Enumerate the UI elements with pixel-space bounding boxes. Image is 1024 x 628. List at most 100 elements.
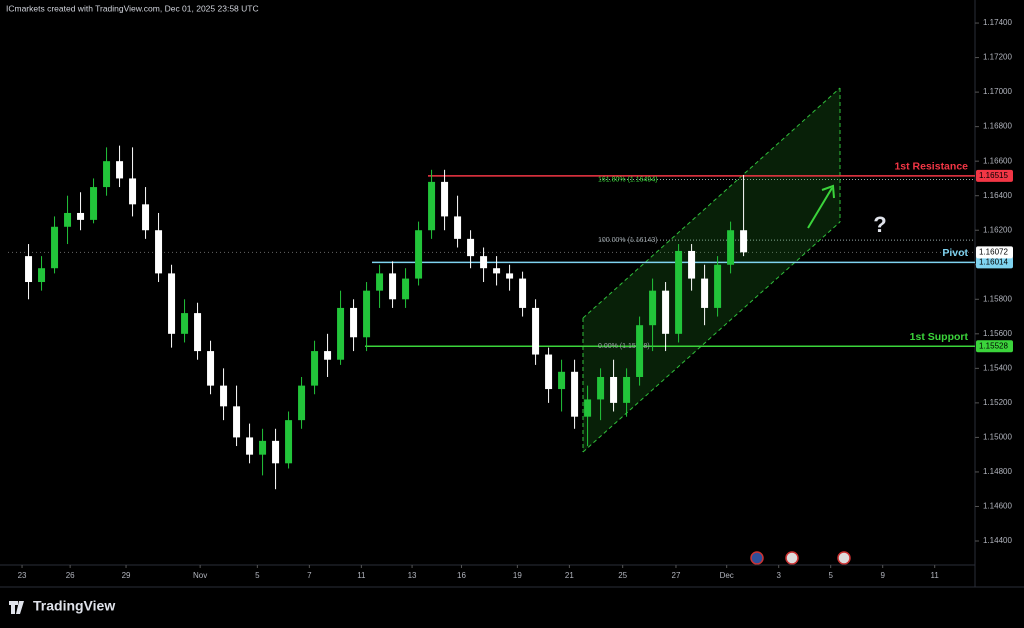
- candle-body: [116, 161, 124, 179]
- candle-body: [233, 406, 241, 438]
- candle-body: [25, 256, 33, 283]
- price-label: 1.16014: [979, 257, 1008, 266]
- x-tick-label: 26: [66, 571, 75, 580]
- candle-body: [363, 290, 371, 338]
- price-label: 1.16515: [979, 171, 1008, 180]
- y-tick-label: 1.17400: [983, 18, 1012, 27]
- candle-body: [636, 325, 644, 377]
- y-tick-label: 1.15800: [983, 294, 1012, 303]
- y-tick-label: 1.15600: [983, 329, 1012, 338]
- candle-body: [142, 204, 150, 231]
- y-tick-label: 1.17200: [983, 53, 1012, 62]
- candle-body: [285, 420, 293, 464]
- candle-body: [584, 399, 592, 417]
- x-tick-label: 5: [255, 571, 260, 580]
- annotation: ?: [873, 212, 886, 237]
- candle-body: [714, 264, 722, 308]
- price-label-box: [976, 256, 1013, 269]
- y-tick-label: 1.15400: [983, 363, 1012, 372]
- price-label-box: [976, 340, 1013, 353]
- candle-body: [389, 273, 397, 300]
- candle-body: [688, 250, 696, 279]
- candle-body: [428, 181, 436, 231]
- candle-body: [220, 385, 228, 407]
- candle-body: [441, 181, 449, 217]
- candle-body: [480, 256, 488, 269]
- candle-body: [168, 273, 176, 334]
- footer-text: TradingView: [33, 598, 115, 614]
- candle-body: [259, 440, 267, 455]
- level-name: Pivot: [942, 247, 968, 259]
- candle-body: [181, 313, 189, 334]
- candle-body: [38, 268, 46, 283]
- fib-label: 161.80% (1.16494): [598, 176, 658, 183]
- logo: TradingView: [9, 598, 115, 614]
- candle-body: [155, 230, 163, 274]
- x-tick-label: 11: [931, 571, 940, 580]
- candle-body: [337, 307, 345, 360]
- candle-body: [727, 230, 735, 265]
- candle-body: [298, 385, 306, 421]
- y-tick-label: 1.16600: [983, 156, 1012, 165]
- y-tick-label: 1.14400: [983, 536, 1012, 545]
- candle-body: [402, 278, 410, 300]
- x-tick-label: 23: [18, 571, 27, 580]
- y-tick-label: 1.16800: [983, 122, 1012, 131]
- x-tick-label: 3: [776, 571, 781, 580]
- y-tick-label: 1.14800: [983, 467, 1012, 476]
- fib-label: 100.00% (1.16143): [598, 237, 658, 244]
- candle-body: [506, 273, 514, 279]
- price-label-box: [976, 169, 1013, 182]
- candle-body: [610, 376, 618, 403]
- candle-body: [558, 371, 566, 390]
- candle-body: [129, 178, 137, 205]
- price-label: 1.15528: [979, 341, 1008, 350]
- x-tick-label: 13: [408, 571, 417, 580]
- candle-body: [51, 226, 59, 269]
- y-tick-label: 1.16400: [983, 191, 1012, 200]
- candle-body: [376, 273, 384, 291]
- candle-body: [350, 307, 358, 338]
- x-tick-label: Nov: [193, 571, 207, 580]
- y-tick-label: 1.14600: [983, 502, 1012, 511]
- candle-body: [675, 250, 683, 334]
- price-label-box: [976, 246, 1013, 259]
- x-tick-label: 19: [513, 571, 522, 580]
- candle-body: [90, 187, 98, 220]
- candle-body: [454, 216, 462, 239]
- candle-body: [77, 212, 85, 220]
- candle-body: [597, 376, 605, 400]
- candle-body: [623, 376, 631, 403]
- candle-body: [64, 212, 72, 227]
- candle-body: [545, 354, 553, 390]
- candle-body: [519, 278, 527, 308]
- candle-body: [246, 437, 254, 455]
- candle-body: [701, 278, 709, 308]
- x-tick-label: 7: [307, 571, 312, 580]
- x-tick-label: 21: [565, 571, 574, 580]
- y-tick-label: 1.15200: [983, 398, 1012, 407]
- event-icons: [750, 551, 851, 565]
- channel: [582, 87, 841, 453]
- x-tick-label: 27: [672, 571, 681, 580]
- candle-body: [324, 351, 332, 360]
- candle-body: [649, 290, 657, 326]
- y-tick-label: 1.15000: [983, 433, 1012, 442]
- candle-body: [571, 371, 579, 417]
- x-tick-label: 11: [357, 571, 366, 580]
- candle-body: [103, 161, 111, 188]
- x-tick-label: 29: [122, 571, 131, 580]
- candle-body: [740, 230, 748, 253]
- x-tick-label: 16: [457, 571, 466, 580]
- arrow: [807, 184, 835, 229]
- level-name: 1st Resistance: [894, 161, 968, 173]
- header-text: ICmarkets created with TradingView.com, …: [6, 3, 259, 13]
- x-tick-label: Dec: [720, 571, 734, 580]
- candle-body: [311, 351, 319, 386]
- y-tick-label: 1.17000: [983, 87, 1012, 96]
- x-tick-label: 9: [880, 571, 885, 580]
- candle-body: [532, 307, 540, 355]
